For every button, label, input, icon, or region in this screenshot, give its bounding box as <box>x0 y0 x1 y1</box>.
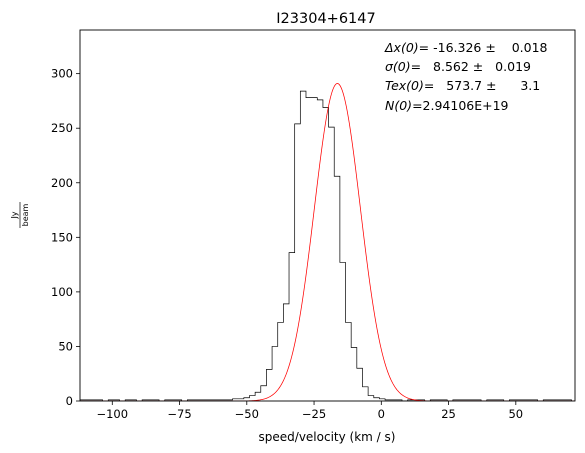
x-tick-label: −75 <box>167 407 191 421</box>
y-axis-label: Jy beam <box>10 202 30 228</box>
y-tick-label: 250 <box>51 121 73 135</box>
x-tick-label: −50 <box>235 407 259 421</box>
y-axis-label-denominator: beam <box>21 203 30 226</box>
annotation-sigma: σ(0)= 8.562 ± 0.019 <box>385 59 531 74</box>
x-tick-label: 50 <box>508 407 523 421</box>
y-tick-label: 200 <box>51 176 73 190</box>
chart-title: I23304+6147 <box>276 11 375 27</box>
annotation-column-density: N(0)=2.94106E+19 <box>385 98 509 113</box>
y-axis-label-numerator: Jy <box>10 211 19 219</box>
plot-frame <box>79 29 576 402</box>
gaussian-fit-curve <box>80 83 575 401</box>
y-tick-label: 0 <box>66 394 73 408</box>
x-tick-label: 0 <box>378 407 385 421</box>
x-tick-label: −100 <box>96 407 128 421</box>
x-tick-label: −25 <box>302 407 326 421</box>
y-tick-label: 50 <box>58 339 73 353</box>
x-axis: −100 −75 −50 −25 0 25 50 <box>96 401 523 421</box>
histogram-series <box>80 90 575 401</box>
y-tick-label: 150 <box>51 230 73 244</box>
plot-area <box>80 83 575 401</box>
fit-annotations: Δx(0)= -16.326 ± 0.018 σ(0)= 8.562 ± 0.0… <box>384 40 548 113</box>
y-tick-label: 300 <box>51 67 73 81</box>
annotation-center: Δx(0)= -16.326 ± 0.018 <box>384 40 548 55</box>
y-axis: 0 50 100 150 200 250 300 <box>51 67 80 408</box>
y-tick-label: 100 <box>51 285 73 299</box>
x-axis-label: speed/velocity (km / s) <box>259 430 396 444</box>
annotation-tex: Tex(0)= 573.7 ± 3.1 <box>385 78 540 93</box>
x-tick-label: 25 <box>441 407 456 421</box>
